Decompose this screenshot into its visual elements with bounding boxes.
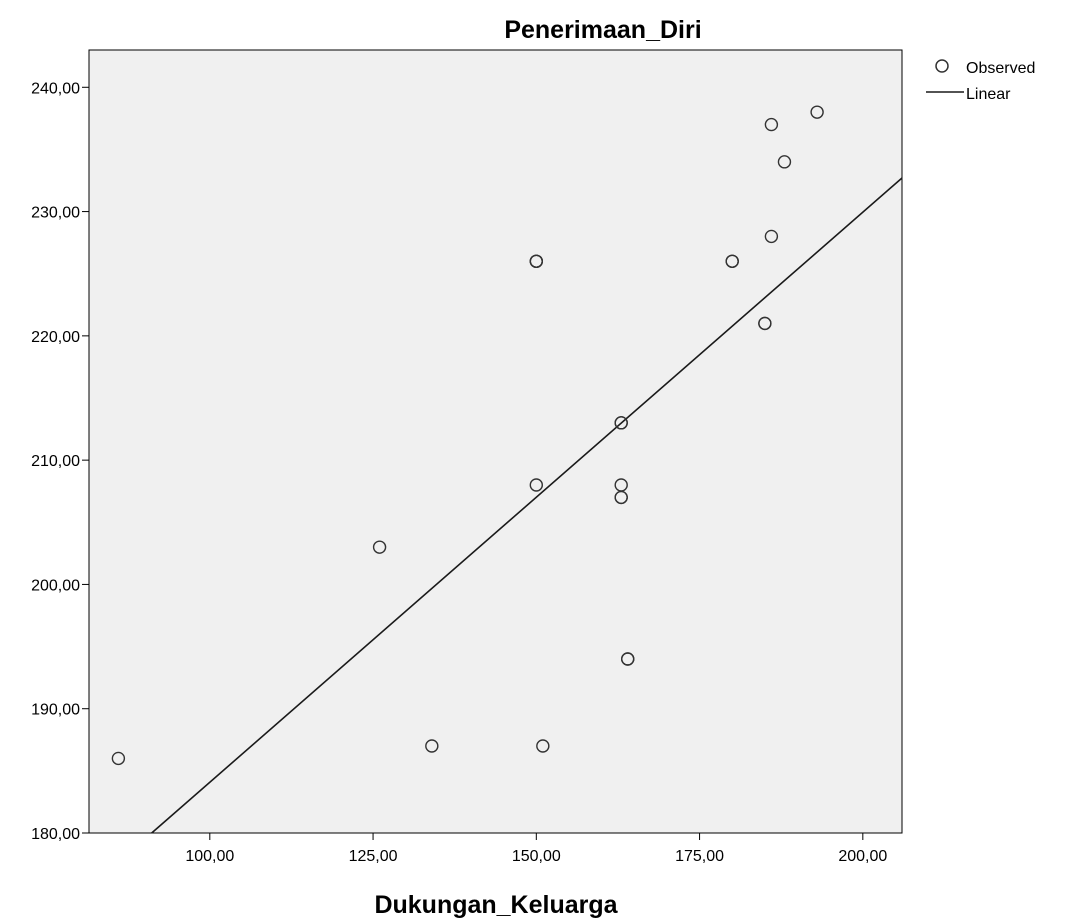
linear-fit-line-segment xyxy=(151,177,903,834)
y-tick-label: 190,00 xyxy=(31,702,80,719)
y-tick-label: 220,00 xyxy=(31,329,80,346)
data-point xyxy=(536,739,550,753)
y-tick-label: 210,00 xyxy=(31,453,80,470)
data-point xyxy=(725,254,739,268)
x-tick-label: 200,00 xyxy=(838,848,887,865)
x-tick-label: 125,00 xyxy=(349,848,398,865)
observed-points xyxy=(111,105,824,766)
data-point xyxy=(614,490,628,505)
data-point xyxy=(111,751,126,766)
data-point xyxy=(529,478,544,492)
plot-area xyxy=(88,49,903,834)
data-point xyxy=(764,229,779,244)
data-point xyxy=(810,105,824,119)
x-tick-label: 100,00 xyxy=(185,848,234,865)
legend-linear-label: Linear xyxy=(966,86,1011,103)
data-point xyxy=(425,739,439,753)
y-axis: 180,00 190,00 200,00 210,00 220,00 230,00 240,… xyxy=(31,80,89,843)
y-tick-label: 230,00 xyxy=(31,205,80,222)
data-point xyxy=(777,155,792,169)
legend: Observed Linear xyxy=(926,59,1035,103)
data-point xyxy=(764,117,779,132)
chart-title: Penerimaan_Diri xyxy=(504,16,701,44)
y-tick-label: 180,00 xyxy=(31,826,80,843)
data-point xyxy=(614,416,628,430)
linear-fit-line xyxy=(151,177,903,834)
data-point xyxy=(621,652,635,666)
x-axis: 100,00 125,00 150,00 175,00 200,00 xyxy=(185,833,887,865)
x-tick-label: 175,00 xyxy=(675,848,724,865)
data-point xyxy=(758,316,772,331)
y-tick-label: 240,00 xyxy=(31,80,80,97)
legend-observed-marker xyxy=(935,59,949,73)
data-point xyxy=(529,254,544,268)
y-tick-label: 200,00 xyxy=(31,577,80,594)
legend-observed-label: Observed xyxy=(966,60,1035,77)
x-axis-label: Dukungan_Keluarga xyxy=(374,891,618,919)
data-point xyxy=(372,540,387,554)
x-tick-label: 150,00 xyxy=(512,848,561,865)
